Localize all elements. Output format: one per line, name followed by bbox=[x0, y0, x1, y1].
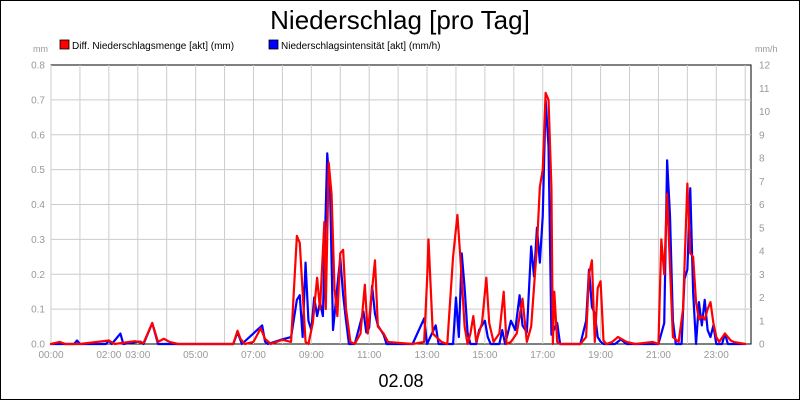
x-tick-label: 17:00 bbox=[530, 350, 555, 361]
y-right-tick-label: 5 bbox=[759, 223, 765, 234]
y-left-tick-label: 0.1 bbox=[31, 305, 45, 316]
legend-label-mm: Diff. Niederschlagsmenge [akt] (mm) bbox=[72, 41, 234, 52]
x-tick-label: 03:00 bbox=[125, 350, 150, 361]
y-left-tick-label: 0.4 bbox=[31, 200, 45, 211]
y-left-tick-label: 0.5 bbox=[31, 165, 45, 176]
right-axis-unit: mm/h bbox=[755, 44, 778, 54]
y-left-tick-label: 0.6 bbox=[31, 130, 45, 141]
series-layer bbox=[49, 91, 747, 346]
x-tick-label: 21:00 bbox=[646, 350, 671, 361]
legend: Diff. Niederschlagsmenge [akt] (mm) Nied… bbox=[59, 39, 441, 52]
y-right-tick-label: 1 bbox=[759, 316, 765, 327]
x-tick-label: 13:00 bbox=[415, 350, 440, 361]
y-left-tick-label: 0.3 bbox=[31, 235, 45, 246]
y-left-ticks: 0.0 0.1 0.2 0.3 0.4 0.5 0.6 0.7 0.8 bbox=[31, 61, 45, 351]
x-ticks: 00:00 02:00 03:00 05:00 07:00 09:00 11:00 13:00… bbox=[38, 350, 729, 361]
y-right-tick-label: 7 bbox=[759, 177, 765, 188]
y-left-tick-label: 0.2 bbox=[31, 270, 45, 281]
x-tick-label: 05:00 bbox=[183, 350, 208, 361]
y-right-tick-label: 2 bbox=[759, 293, 765, 304]
legend-swatch-red bbox=[59, 39, 70, 50]
grid bbox=[50, 65, 751, 344]
x-tick-label: 09:00 bbox=[299, 350, 324, 361]
y-left-tick-label: 0.0 bbox=[31, 340, 45, 351]
legend-swatch-blue bbox=[268, 39, 279, 50]
x-tick-label: 19:00 bbox=[588, 350, 613, 361]
chart-title: Niederschlag [pro Tag] bbox=[270, 5, 530, 35]
y-left-tick-label: 0.7 bbox=[31, 95, 45, 106]
left-axis-unit: mm bbox=[33, 44, 48, 54]
y-left-tick-label: 0.8 bbox=[31, 61, 45, 72]
y-right-tick-label: 10 bbox=[759, 107, 771, 118]
legend-label-mmh: Niederschlagsintensität [akt] (mm/h) bbox=[281, 41, 441, 52]
x-tick-label: 15:00 bbox=[472, 350, 497, 361]
y-right-tick-label: 3 bbox=[759, 270, 765, 281]
y-right-tick-label: 6 bbox=[759, 200, 765, 211]
x-tick-label: 07:00 bbox=[241, 350, 266, 361]
series-line-intensity bbox=[49, 98, 747, 346]
y-right-tick-label: 4 bbox=[759, 247, 765, 258]
x-tick-label: 02:00 bbox=[96, 350, 121, 361]
x-tick-label: 00:00 bbox=[38, 350, 63, 361]
date-label: 02.08 bbox=[378, 371, 423, 391]
y-right-tick-label: 0 bbox=[759, 340, 765, 351]
y-right-tick-label: 11 bbox=[759, 84, 770, 95]
y-right-tick-label: 12 bbox=[759, 61, 771, 72]
x-tick-label: 23:00 bbox=[704, 350, 729, 361]
series-line-amount bbox=[49, 91, 747, 346]
x-tick-label: 11:00 bbox=[357, 350, 382, 361]
y-right-tick-label: 9 bbox=[759, 130, 765, 141]
y-right-tick-label: 8 bbox=[759, 154, 765, 165]
